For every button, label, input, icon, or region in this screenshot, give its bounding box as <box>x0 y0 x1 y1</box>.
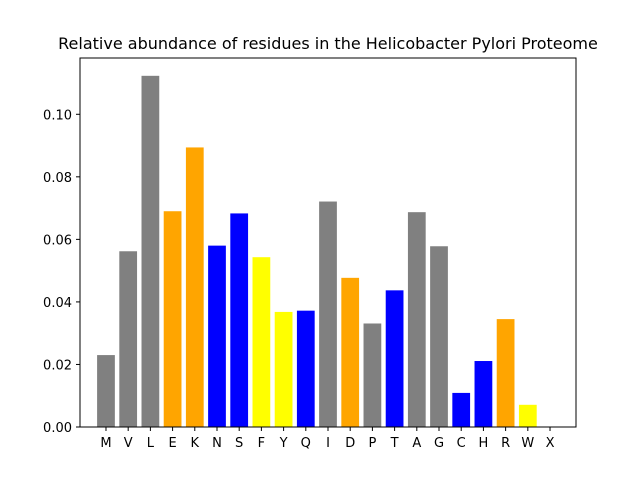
bar-P <box>363 323 382 427</box>
bar-L <box>141 75 160 427</box>
plot-frame <box>79 57 577 428</box>
chart-title: Relative abundance of residues in the He… <box>58 34 598 53</box>
x-tick-label: Y <box>279 436 288 451</box>
bar-Q <box>296 310 315 427</box>
bar-S <box>230 213 249 427</box>
bar-V <box>119 251 138 427</box>
bar-K <box>185 147 204 427</box>
x-tick-label: I <box>326 436 330 451</box>
x-tick-label: X <box>546 436 555 451</box>
x-tick-label: R <box>501 436 510 451</box>
x-tick-label: P <box>368 436 376 451</box>
x-tick-label: Q <box>301 436 311 451</box>
bar-I <box>319 201 337 427</box>
bar-C <box>452 392 471 427</box>
y-tick-label: 0.06 <box>43 233 72 248</box>
x-tick-label: S <box>235 436 243 451</box>
bar-A <box>407 212 426 427</box>
x-tick-label: G <box>434 436 444 451</box>
x-tick-label: A <box>412 436 421 451</box>
x-tick-label: K <box>191 436 200 451</box>
y-tick-label: 0.10 <box>43 108 72 123</box>
bar-G <box>430 246 448 427</box>
x-tick-label: D <box>345 436 355 451</box>
y-tick-label: 0.08 <box>43 171 72 186</box>
bar-D <box>341 277 360 427</box>
bar-R <box>496 319 515 427</box>
x-tick-label: N <box>212 436 222 451</box>
x-tick-label: V <box>124 436 133 451</box>
y-tick-label: 0.02 <box>43 358 72 373</box>
bar-Y <box>274 311 293 427</box>
x-tick-label: W <box>521 436 534 451</box>
x-tick-label: M <box>100 436 111 451</box>
x-tick-label: H <box>479 436 489 451</box>
x-tick-label: F <box>258 436 265 451</box>
y-tick-label: 0.00 <box>43 421 72 436</box>
y-axis: 0.00 0.02 0.04 0.06 0.08 0.10 <box>43 108 80 436</box>
bar-N <box>208 245 226 427</box>
x-tick-label: E <box>168 436 176 451</box>
y-tick-label: 0.04 <box>43 296 72 311</box>
x-tick-label: C <box>457 436 466 451</box>
x-tick-label: L <box>147 436 155 451</box>
bar-F <box>252 257 271 427</box>
bar-H <box>474 361 493 427</box>
bar-E <box>163 211 182 427</box>
bar-M <box>97 355 115 427</box>
bar-W <box>518 404 537 427</box>
x-tick-label: T <box>390 436 399 451</box>
bar-T <box>385 290 404 427</box>
bars-group <box>97 75 537 427</box>
